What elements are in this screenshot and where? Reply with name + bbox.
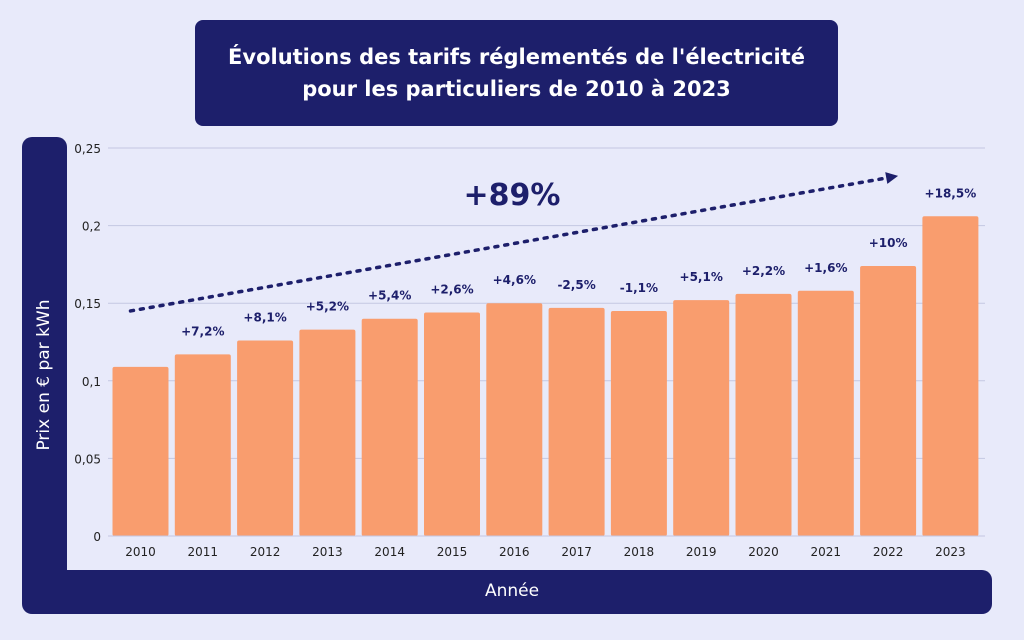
bar	[424, 312, 480, 536]
y-tick-label: 0,15	[74, 297, 101, 311]
trend-annotation-label: +89%	[464, 178, 561, 213]
data-label: +5,4%	[368, 289, 411, 303]
x-tick-label: 2016	[499, 545, 530, 559]
x-axis-frame	[22, 570, 992, 614]
bar	[922, 216, 979, 536]
x-tick-label: 2022	[873, 545, 904, 559]
bar	[735, 293, 792, 536]
y-tick-label: 0,25	[74, 142, 101, 156]
data-label: +10%	[869, 236, 908, 250]
x-tick-label: 2021	[811, 545, 842, 559]
x-tick-label: 2011	[188, 545, 219, 559]
x-axis-label: Année	[484, 581, 540, 601]
data-label: +7,2%	[181, 324, 224, 338]
data-label: -2,5%	[557, 278, 595, 292]
trend-arrow-head-icon	[885, 172, 899, 184]
data-label: +2,6%	[430, 283, 473, 297]
data-label: -1,1%	[620, 281, 658, 295]
data-label: +8,1%	[243, 310, 286, 324]
bar	[237, 340, 294, 536]
y-tick-label: 0,05	[74, 452, 101, 466]
bar	[486, 303, 543, 536]
data-label: +18,5%	[925, 186, 977, 200]
bar	[112, 366, 169, 536]
bar	[174, 354, 231, 536]
y-tick-label: 0,1	[82, 375, 101, 389]
chart-title-line-2: pour les particuliers de 2010 à 2023	[302, 77, 731, 101]
data-label: +2,2%	[742, 264, 785, 278]
bar	[361, 318, 418, 536]
x-tick-label: 2015	[437, 545, 468, 559]
bar	[299, 329, 356, 536]
x-tick-label: 2013	[312, 545, 343, 559]
bar	[797, 290, 854, 536]
bar	[860, 265, 917, 536]
bar	[610, 310, 667, 536]
x-tick-label: 2020	[748, 545, 779, 559]
y-tick-label: 0,2	[82, 220, 101, 234]
data-label: +5,2%	[306, 300, 349, 314]
bar	[673, 300, 730, 536]
x-tick-label: 2017	[561, 545, 592, 559]
x-tick-label: 2018	[624, 545, 655, 559]
chart-title-line-1: Évolutions des tarifs réglementés de l'é…	[228, 45, 805, 69]
x-tick-label: 2012	[250, 545, 281, 559]
x-tick-label: 2023	[935, 545, 966, 559]
x-tick-label: 2019	[686, 545, 717, 559]
x-tick-label: 2014	[374, 545, 405, 559]
chart-title-box: Évolutions des tarifs réglementés de l'é…	[195, 20, 838, 126]
data-label: +5,1%	[680, 270, 723, 284]
data-label: +4,6%	[493, 273, 536, 287]
data-label: +1,6%	[804, 261, 847, 275]
y-axis-frame	[22, 137, 67, 607]
trend-arrow-line	[128, 175, 893, 313]
x-tick-label: 2010	[125, 545, 156, 559]
bar	[548, 307, 605, 536]
y-tick-label: 0	[93, 530, 101, 544]
